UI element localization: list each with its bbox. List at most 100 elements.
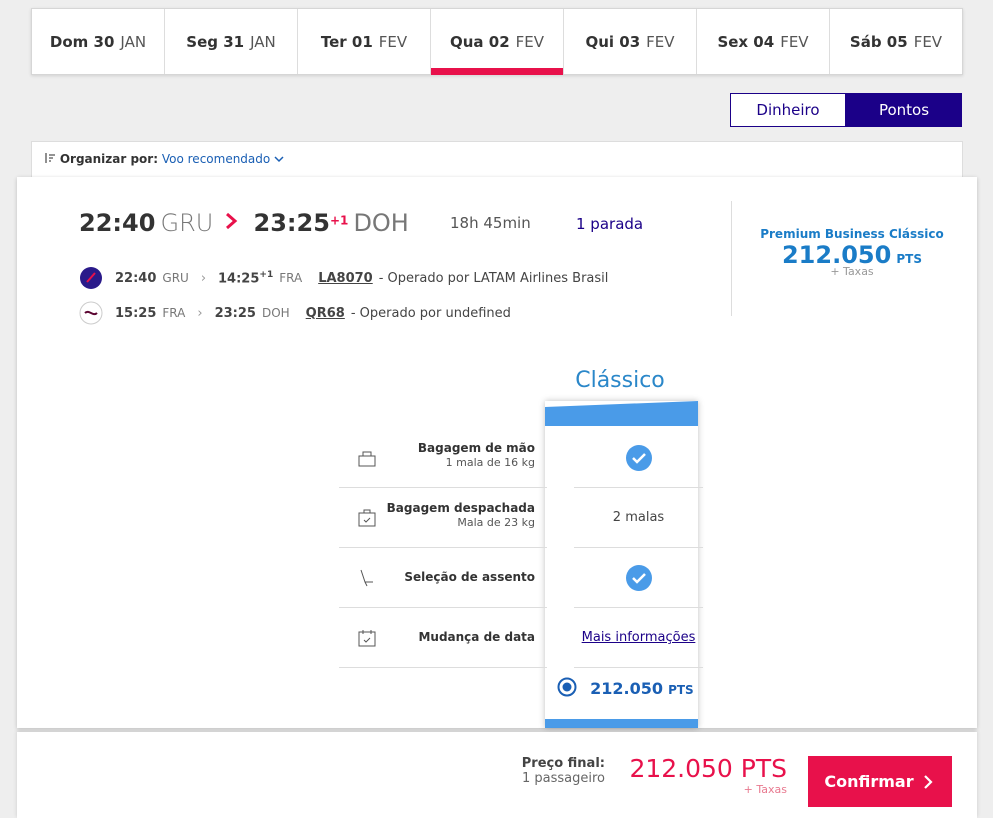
seg-dep-airport: FRA	[162, 306, 186, 320]
fare-column-bottom	[545, 719, 698, 728]
final-price: 212.050 PTS	[629, 754, 787, 783]
seg-arr-airport: FRA	[279, 271, 303, 285]
date-tab[interactable]: Sáb 05 FEV	[830, 9, 962, 74]
tab-day: Ter 01	[320, 32, 373, 51]
operator: - Operado por LATAM Airlines Brasil	[378, 270, 609, 286]
date-tab[interactable]: Seg 31 JAN	[165, 9, 298, 74]
seg-arr-time: 23:25	[214, 305, 256, 321]
fare-column-top	[545, 401, 698, 426]
chevron: ›	[197, 305, 203, 321]
seg-dep-airport: GRU	[162, 271, 189, 285]
tab-day: Seg 31	[186, 32, 245, 51]
final-price-block: 212.050 PTS + Taxas	[629, 754, 787, 796]
sort-bar: Organizar por: Voo recomendado	[31, 141, 963, 178]
seg-day-offset: +1	[259, 269, 274, 280]
tab-month: FEV	[913, 32, 943, 51]
radio[interactable]	[557, 677, 577, 697]
benefit-title: Bagagem de mão	[417, 441, 535, 455]
tab-month: FEV	[515, 32, 545, 51]
arrow	[226, 212, 238, 230]
date-tab[interactable]: Qui 03 FEV	[564, 9, 697, 74]
tab-month: JAN	[250, 32, 276, 51]
benefit-detail: 1 mala de 16 kg	[445, 456, 535, 469]
chevron	[923, 774, 933, 789]
benefit-title: Seleção de assento	[404, 570, 535, 584]
check-icon	[625, 564, 652, 591]
benefit-detail: Mala de 23 kg	[457, 516, 535, 529]
tab-day: Qui 03	[585, 32, 641, 51]
fare-column-price: 212.050	[590, 679, 663, 698]
benefit-row: Seleção de assento	[339, 548, 547, 608]
benefit-icon	[358, 451, 376, 467]
date-tab[interactable]: Dom 30 JAN	[32, 9, 165, 74]
tab-day: Qua 02	[449, 32, 510, 51]
dep-airport: GRU	[160, 209, 214, 237]
benefit-icon	[358, 630, 376, 647]
confirm-button[interactable]: Confirmar	[808, 756, 952, 807]
date-tab[interactable]: Qua 02 FEV	[431, 9, 564, 75]
fare-name: Premium Business Clássico	[760, 227, 944, 241]
passengers: 1 passageiro	[521, 771, 605, 786]
operator: - Operado por undefined	[350, 305, 511, 321]
tab-month: FEV	[780, 32, 809, 51]
more-info-link[interactable]: Mais informações	[581, 630, 696, 645]
stops[interactable]: 1 parada	[576, 215, 644, 233]
seg-arr-airport: DOH	[261, 306, 290, 320]
date-tab[interactable]: Ter 01 FEV	[298, 9, 431, 74]
seg-dep-time: 15:25	[115, 305, 157, 321]
sort-label: Organizar por:	[59, 152, 159, 166]
tab-month: FEV	[378, 32, 408, 51]
duration: 18h 45min	[450, 214, 531, 232]
benefit-row: Bagagem de mão 1 mala de 16 kg	[339, 428, 547, 488]
date-tabs: Dom 30 JAN Seg 31 JAN Ter 01 FEV Qua 02 FEV Qui …	[31, 8, 963, 75]
toggle-cash[interactable]: Dinheiro	[730, 93, 846, 127]
benefit-title: Mudança de data	[418, 630, 535, 644]
seg-dep-time: 22:40	[115, 270, 157, 286]
sort-icon	[45, 153, 55, 163]
benefit-icon	[360, 569, 373, 587]
segment: 15:25 FRA › 23:25 DOH QR68 - Operado por undef…	[79, 301, 511, 325]
benefit-title: Bagagem despachada	[386, 501, 535, 515]
tab-day: Sáb 05	[849, 32, 908, 51]
benefit-row: Mudança de data	[339, 608, 547, 668]
toggle-points[interactable]: Pontos	[846, 93, 962, 127]
tab-day: Sex 04	[717, 32, 775, 51]
flight-card: 22:40 GRU 23:25+1 DOH 18h 45min 1 parada…	[17, 177, 977, 728]
benefit-cell: 2 malas	[574, 488, 703, 548]
benefit-icon	[358, 509, 376, 527]
benefit-cell	[574, 428, 703, 488]
final-taxes: + Taxas	[743, 783, 787, 796]
divider	[731, 201, 732, 316]
fare-column[interactable]	[545, 401, 698, 728]
date-tab[interactable]: Sex 04 FEV	[697, 9, 830, 74]
seg-arr-time: 14:25+1	[218, 269, 274, 287]
check-icon	[625, 444, 652, 471]
fare-price: 212.050	[781, 241, 892, 269]
chevron: ›	[200, 270, 207, 286]
tab-month: JAN	[120, 32, 147, 51]
airline-logo	[79, 301, 103, 325]
segment: 22:40 GRU › 14:25+1 FRA LA8070 - Operado por L…	[79, 266, 608, 290]
flight-number[interactable]: QR68	[305, 305, 345, 321]
day-offset: +1	[329, 213, 349, 228]
confirm-label: Confirmar	[824, 772, 914, 791]
arr-time: 23:25	[253, 209, 330, 237]
sort-value[interactable]: Voo recomendado	[161, 152, 271, 166]
dep-time: 22:40	[79, 209, 156, 237]
benefit-cell: Mais informações	[574, 608, 703, 668]
fare-column-unit: PTS	[668, 683, 694, 697]
tab-day: Dom 30	[49, 32, 115, 51]
fare-title: Clássico	[575, 368, 665, 393]
flight-number[interactable]: LA8070	[318, 270, 373, 286]
final-price-label: Preço final:	[521, 756, 605, 771]
chevron	[274, 156, 284, 163]
final-label: Preço final: 1 passageiro	[522, 756, 605, 786]
footer: Preço final: 1 passageiro 212.050 PTS + …	[17, 732, 977, 818]
fare-unit: PTS	[896, 252, 923, 266]
benefit-cell	[574, 548, 703, 608]
airline-logo	[80, 267, 102, 289]
benefit-value: 2 malas	[612, 510, 665, 525]
fare-select[interactable]: 212.050 PTS	[557, 677, 694, 698]
tab-month: FEV	[646, 32, 675, 51]
